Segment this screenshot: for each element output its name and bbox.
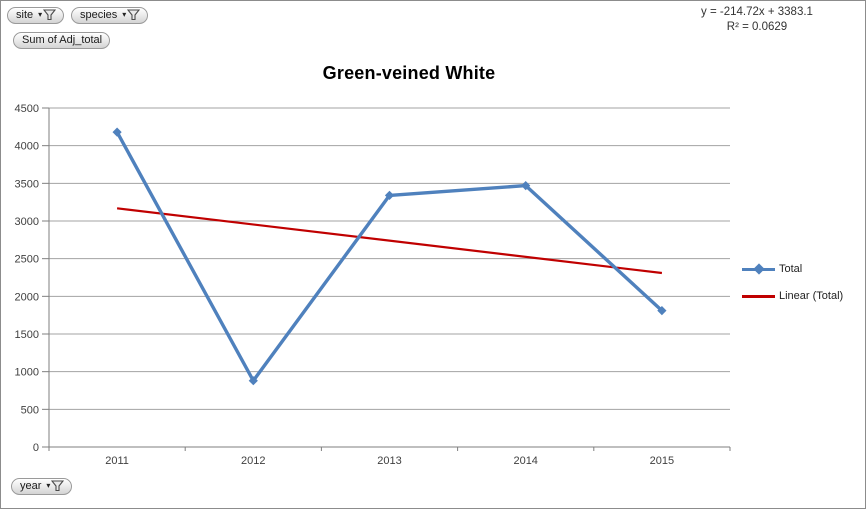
svg-text:3000: 3000 <box>15 216 39 228</box>
year-axis-field-button[interactable]: year ▾ <box>11 478 73 495</box>
site-filter-button[interactable]: site ▾ <box>7 7 65 24</box>
legend-item-total[interactable]: Total <box>742 262 843 276</box>
filter-dropdown-funnel-icon: ▾ <box>46 480 65 492</box>
svg-text:1000: 1000 <box>15 367 39 379</box>
svg-text:2013: 2013 <box>377 455 401 467</box>
svg-text:2011: 2011 <box>105 455 129 467</box>
chart-plot-area: 0 500 1000 1500 2000 2500 3000 3500 4000 4500 2011… <box>15 103 731 467</box>
svg-text:2014: 2014 <box>513 455 537 467</box>
svg-text:2000: 2000 <box>15 291 39 303</box>
total-series-marker-icon <box>742 262 775 276</box>
chart-legend: Total Linear (Total) <box>742 262 843 316</box>
year-field-label: year <box>20 480 42 492</box>
site-filter-label: site <box>16 9 34 21</box>
svg-text:2012: 2012 <box>241 455 265 467</box>
svg-text:1500: 1500 <box>15 329 39 341</box>
svg-text:4500: 4500 <box>15 103 39 115</box>
trendline-r-squared: R² = 0.0629 <box>726 21 788 33</box>
filter-dropdown-funnel-icon: ▾ <box>38 9 57 21</box>
svg-text:3500: 3500 <box>15 178 39 190</box>
value-field-label: Sum of Adj_total <box>22 34 103 46</box>
chart-title: Green-veined White <box>322 63 496 83</box>
legend-label-linear-total: Linear (Total) <box>779 290 844 302</box>
svg-text:2015: 2015 <box>650 455 674 467</box>
species-filter-button[interactable]: species ▾ <box>71 7 149 24</box>
svg-text:0: 0 <box>33 442 39 454</box>
filter-dropdown-funnel-icon: ▾ <box>122 9 141 21</box>
value-field-button[interactable]: Sum of Adj_total <box>13 32 111 49</box>
trendline-equation-line: y = -214.72x + 3383.1 <box>701 6 813 18</box>
svg-text:4000: 4000 <box>15 141 39 153</box>
svg-text:2500: 2500 <box>15 254 39 266</box>
legend-item-linear-total[interactable]: Linear (Total) <box>742 289 843 303</box>
svg-text:500: 500 <box>21 404 39 416</box>
legend-label-total: Total <box>779 263 803 275</box>
trendline-equation: y = -214.72x + 3383.1 R² = 0.0629 <box>641 5 865 35</box>
trendline-marker-icon <box>742 289 775 303</box>
species-filter-label: species <box>80 9 118 21</box>
